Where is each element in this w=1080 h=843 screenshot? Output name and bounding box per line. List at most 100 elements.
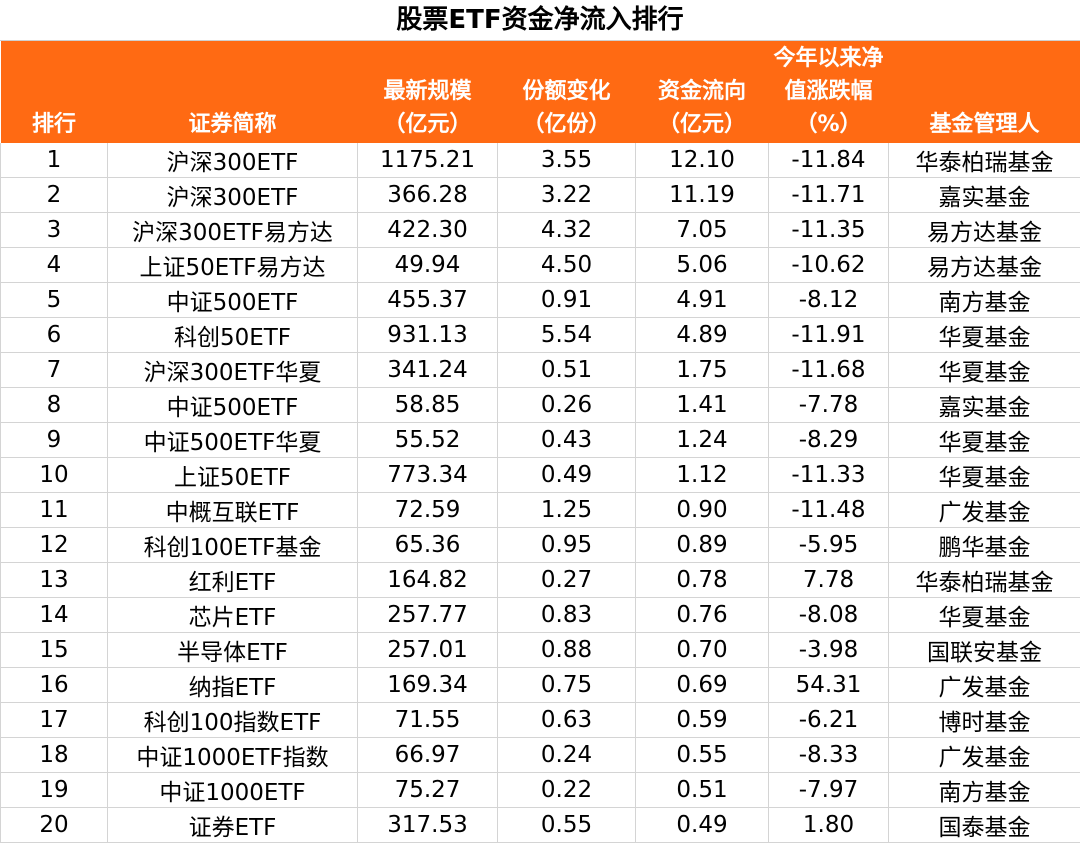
scale-cell: 773.34 xyxy=(358,458,498,493)
share-change-cell: 5.54 xyxy=(498,318,636,353)
header-share-unit: （亿份） xyxy=(498,108,636,141)
name-cell: 上证50ETF易方达 xyxy=(108,248,358,283)
scale-cell: 257.77 xyxy=(358,598,498,633)
header-rank: 排行 xyxy=(1,41,108,143)
rank-cell: 15 xyxy=(1,633,108,668)
rank-cell: 10 xyxy=(1,458,108,493)
manager-cell: 南方基金 xyxy=(889,773,1080,808)
ytd-change-cell: -8.12 xyxy=(769,283,889,318)
header-name-label: 证券简称 xyxy=(108,108,358,141)
header-fund-flow: 资金流向 （亿元） xyxy=(636,41,769,143)
fund-flow-cell: 5.06 xyxy=(636,248,769,283)
fund-flow-cell: 0.55 xyxy=(636,738,769,773)
fund-flow-cell: 12.10 xyxy=(636,143,769,178)
scale-cell: 72.59 xyxy=(358,493,498,528)
name-cell: 沪深300ETF xyxy=(108,178,358,213)
manager-cell: 易方达基金 xyxy=(889,213,1080,248)
fund-flow-cell: 4.89 xyxy=(636,318,769,353)
name-cell: 上证50ETF xyxy=(108,458,358,493)
fund-flow-cell: 1.41 xyxy=(636,388,769,423)
share-change-cell: 0.24 xyxy=(498,738,636,773)
header-flow-label: 资金流向 xyxy=(636,75,769,108)
ytd-change-cell: -7.78 xyxy=(769,388,889,423)
ytd-change-cell: -7.97 xyxy=(769,773,889,808)
fund-flow-cell: 1.24 xyxy=(636,423,769,458)
manager-cell: 国泰基金 xyxy=(889,808,1080,843)
ytd-change-cell: 54.31 xyxy=(769,668,889,703)
scale-cell: 422.30 xyxy=(358,213,498,248)
manager-cell: 广发基金 xyxy=(889,668,1080,703)
rank-cell: 19 xyxy=(1,773,108,808)
name-cell: 科创50ETF xyxy=(108,318,358,353)
ytd-change-cell: -11.84 xyxy=(769,143,889,178)
name-cell: 证券ETF xyxy=(108,808,358,843)
header-manager-label: 基金管理人 xyxy=(889,108,1080,141)
scale-cell: 55.52 xyxy=(358,423,498,458)
share-change-cell: 0.63 xyxy=(498,703,636,738)
rank-cell: 17 xyxy=(1,703,108,738)
ytd-change-cell: -8.33 xyxy=(769,738,889,773)
rank-cell: 8 xyxy=(1,388,108,423)
scale-cell: 49.94 xyxy=(358,248,498,283)
fund-flow-cell: 1.75 xyxy=(636,353,769,388)
manager-cell: 华泰柏瑞基金 xyxy=(889,563,1080,598)
rank-cell: 5 xyxy=(1,283,108,318)
share-change-cell: 1.25 xyxy=(498,493,636,528)
name-cell: 沪深300ETF易方达 xyxy=(108,213,358,248)
rank-cell: 20 xyxy=(1,808,108,843)
header-scale-label: 最新规模 xyxy=(358,75,498,108)
share-change-cell: 0.27 xyxy=(498,563,636,598)
manager-cell: 华夏基金 xyxy=(889,353,1080,388)
scale-cell: 366.28 xyxy=(358,178,498,213)
fund-flow-cell: 0.49 xyxy=(636,808,769,843)
scale-cell: 65.36 xyxy=(358,528,498,563)
header-scale-unit: （亿元） xyxy=(358,108,498,141)
share-change-cell: 0.55 xyxy=(498,808,636,843)
manager-cell: 华夏基金 xyxy=(889,423,1080,458)
manager-cell: 鹏华基金 xyxy=(889,528,1080,563)
ytd-change-cell: -11.91 xyxy=(769,318,889,353)
manager-cell: 华夏基金 xyxy=(889,458,1080,493)
fund-flow-cell: 7.05 xyxy=(636,213,769,248)
manager-cell: 华夏基金 xyxy=(889,318,1080,353)
manager-cell: 广发基金 xyxy=(889,738,1080,773)
header-ytd-line2: 值涨跌幅 xyxy=(769,75,889,108)
ytd-change-cell: -11.48 xyxy=(769,493,889,528)
name-cell: 中概互联ETF xyxy=(108,493,358,528)
manager-cell: 易方达基金 xyxy=(889,248,1080,283)
share-change-cell: 0.91 xyxy=(498,283,636,318)
header-row: 排行 证券简称 最新规模 （亿元） 份额变化 （亿份） 资金流向 （亿元） 今年… xyxy=(1,41,1080,143)
scale-cell: 341.24 xyxy=(358,353,498,388)
manager-cell: 嘉实基金 xyxy=(889,178,1080,213)
scale-cell: 71.55 xyxy=(358,703,498,738)
header-scale: 最新规模 （亿元） xyxy=(358,41,498,143)
fund-flow-cell: 0.51 xyxy=(636,773,769,808)
scale-cell: 1175.21 xyxy=(358,143,498,178)
rank-cell: 13 xyxy=(1,563,108,598)
header-share-label: 份额变化 xyxy=(498,75,636,108)
rank-cell: 3 xyxy=(1,213,108,248)
scale-cell: 58.85 xyxy=(358,388,498,423)
ytd-change-cell: -10.62 xyxy=(769,248,889,283)
name-cell: 半导体ETF xyxy=(108,633,358,668)
name-cell: 红利ETF xyxy=(108,563,358,598)
manager-cell: 广发基金 xyxy=(889,493,1080,528)
rank-cell: 12 xyxy=(1,528,108,563)
scale-cell: 257.01 xyxy=(358,633,498,668)
scale-cell: 931.13 xyxy=(358,318,498,353)
rank-cell: 9 xyxy=(1,423,108,458)
scale-cell: 317.53 xyxy=(358,808,498,843)
